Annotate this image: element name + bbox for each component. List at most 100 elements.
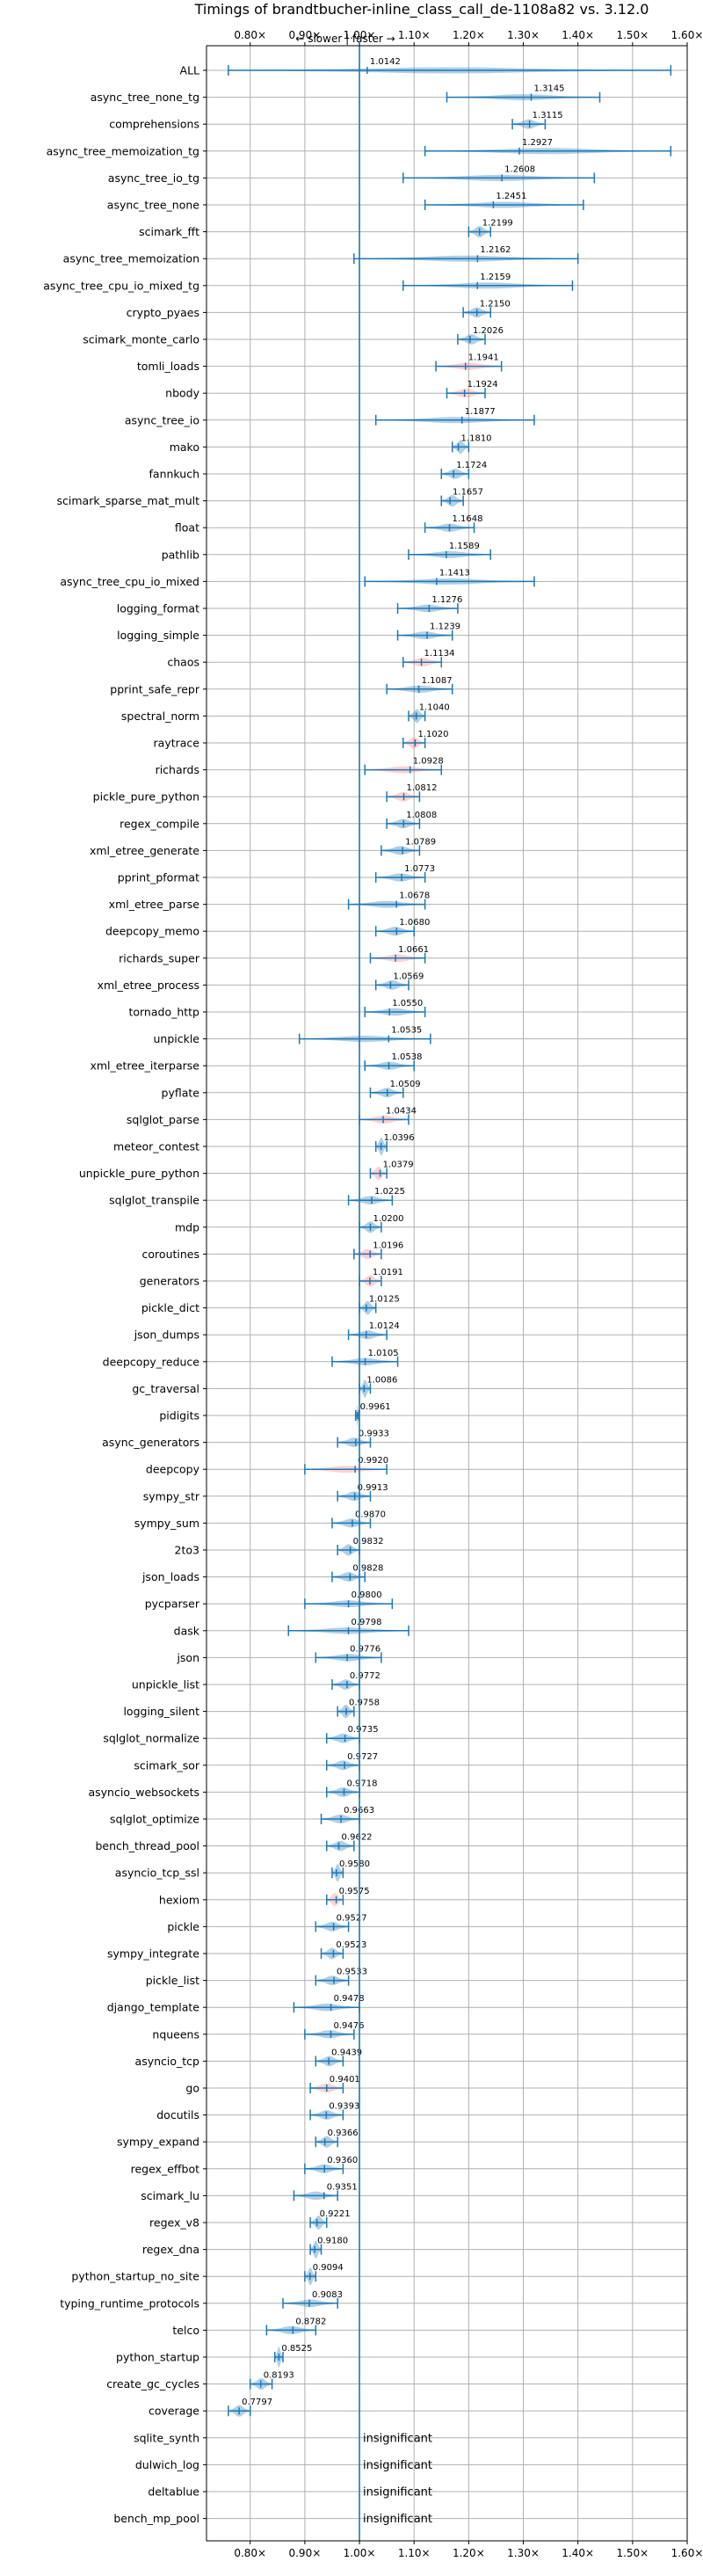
- value-label: 1.2150: [480, 299, 511, 309]
- category-label: async_tree_cpu_io_mixed_tg: [43, 279, 199, 292]
- top-tick-label: 1.30×: [507, 29, 540, 41]
- value-label: 0.9439: [331, 2048, 362, 2057]
- top-tick-label: 1.50×: [616, 29, 649, 41]
- value-label: 1.0196: [373, 1241, 403, 1250]
- value-label: 1.1276: [431, 595, 462, 605]
- value-label: 1.0928: [413, 757, 444, 767]
- category-label: docutils: [156, 2108, 199, 2121]
- category-label: nbody: [165, 387, 199, 400]
- value-label: 1.2451: [496, 192, 526, 201]
- value-label: 0.9575: [339, 1887, 370, 1896]
- category-label: meteor_contest: [113, 1140, 199, 1153]
- category-label: sympy_integrate: [107, 1947, 199, 1961]
- value-label: 1.1648: [452, 514, 482, 524]
- category-label: sqlglot_normalize: [103, 1732, 199, 1745]
- category-label: mdp: [175, 1220, 199, 1233]
- value-label: 1.0789: [405, 837, 436, 847]
- value-label: 1.0142: [370, 57, 401, 67]
- value-label: 1.0812: [407, 783, 438, 793]
- category-label: async_tree_io: [125, 413, 199, 426]
- bottom-tick-label: 1.50×: [616, 2547, 649, 2559]
- category-label: richards_super: [119, 951, 200, 964]
- category-label: pprint_safe_repr: [110, 682, 200, 695]
- category-label: asyncio_tcp_ssl: [115, 1867, 199, 1880]
- category-label: pickle_pure_python: [93, 790, 199, 804]
- bottom-tick-label: 1.20×: [453, 2547, 485, 2559]
- value-label: 1.1134: [424, 649, 455, 659]
- category-label: dask: [174, 1624, 200, 1637]
- category-label: deepcopy_memo: [105, 925, 199, 938]
- chart-title: Timings of brandtbucher-inline_class_cal…: [194, 1, 649, 18]
- category-label: comprehensions: [109, 118, 199, 131]
- value-label: 1.0509: [390, 1080, 421, 1089]
- value-label: 0.8525: [281, 2344, 312, 2354]
- value-label: 1.0535: [391, 1026, 422, 1036]
- value-label: 1.0086: [366, 1375, 397, 1385]
- category-label: unpickle: [153, 1032, 199, 1045]
- top-tick-label: 1.60×: [671, 29, 703, 41]
- value-label: 0.9776: [350, 1644, 380, 1654]
- top-tick-label: 1.20×: [453, 29, 485, 41]
- value-label: 1.0661: [398, 945, 429, 955]
- category-label: float: [175, 521, 199, 535]
- value-label: 0.9772: [350, 1671, 380, 1681]
- category-label: asyncio_websockets: [88, 1786, 199, 1799]
- category-label: deepcopy: [146, 1463, 200, 1476]
- category-label: crypto_pyaes: [127, 306, 199, 319]
- category-label: logging_format: [117, 602, 199, 615]
- category-label: unpickle_list: [132, 1678, 199, 1692]
- value-label: 1.0678: [399, 891, 430, 901]
- category-label: pickle: [167, 1920, 199, 1933]
- value-label: 0.9180: [317, 2237, 348, 2246]
- category-label: richards: [156, 763, 199, 776]
- value-label: 0.9221: [320, 2209, 351, 2219]
- value-label: 0.9961: [360, 1402, 391, 1412]
- category-label: hexiom: [159, 1893, 199, 1906]
- category-label: pprint_pformat: [118, 871, 199, 884]
- value-label: 1.0680: [399, 918, 430, 928]
- category-label: scimark_sor: [134, 1758, 199, 1772]
- value-label: 0.9828: [352, 1564, 383, 1574]
- category-label: deltablue: [148, 2485, 199, 2499]
- value-label: 0.8782: [295, 2317, 326, 2326]
- bottom-tick-label: 1.30×: [507, 2547, 540, 2559]
- value-label: 1.2026: [473, 326, 504, 336]
- value-label: 1.0225: [374, 1187, 405, 1197]
- category-label: xml_etree_iterparse: [90, 1059, 199, 1073]
- value-label: 0.9933: [359, 1430, 389, 1439]
- bottom-tick-label: 0.80×: [234, 2547, 266, 2559]
- category-label: xml_etree_generate: [90, 844, 199, 857]
- value-label: 0.9360: [327, 2156, 358, 2165]
- category-label: ALL: [180, 64, 200, 77]
- value-label: 1.2159: [480, 273, 511, 282]
- value-label: 0.9758: [349, 1699, 380, 1708]
- category-label: xml_etree_parse: [109, 898, 200, 911]
- value-label: 0.9832: [353, 1537, 384, 1546]
- category-label: xml_etree_process: [98, 979, 199, 992]
- category-label: bench_thread_pool: [95, 1839, 199, 1852]
- category-label: dulwich_log: [135, 2458, 199, 2471]
- category-label: scimark_monte_carlo: [83, 333, 199, 346]
- value-label: 1.3145: [534, 84, 565, 94]
- value-label: 1.1239: [430, 622, 460, 632]
- category-label: logging_simple: [117, 629, 199, 642]
- category-label: sqlglot_parse: [127, 1113, 199, 1126]
- category-label: unpickle_pure_python: [79, 1167, 199, 1180]
- value-label: 0.9735: [348, 1725, 379, 1735]
- value-label: 1.3115: [533, 111, 563, 120]
- value-label: 0.9622: [342, 1833, 373, 1843]
- category-label: gc_traversal: [132, 1382, 199, 1395]
- value-label: 1.0200: [373, 1214, 403, 1224]
- value-label: 1.0396: [384, 1133, 415, 1143]
- category-label: 2to3: [175, 1544, 199, 1557]
- category-label: scimark_fft: [139, 225, 199, 238]
- value-label: 0.9798: [351, 1618, 381, 1627]
- category-label: sqlglot_transpile: [109, 1194, 199, 1207]
- top-tick-label: 1.10×: [398, 29, 431, 41]
- category-label: asyncio_tcp: [135, 2055, 200, 2068]
- category-label: regex_compile: [120, 817, 199, 830]
- bottom-tick-label: 1.60×: [671, 2547, 703, 2559]
- category-label: tomli_loads: [137, 360, 199, 373]
- value-label: 1.1877: [465, 407, 496, 417]
- value-label: 1.1589: [449, 542, 480, 551]
